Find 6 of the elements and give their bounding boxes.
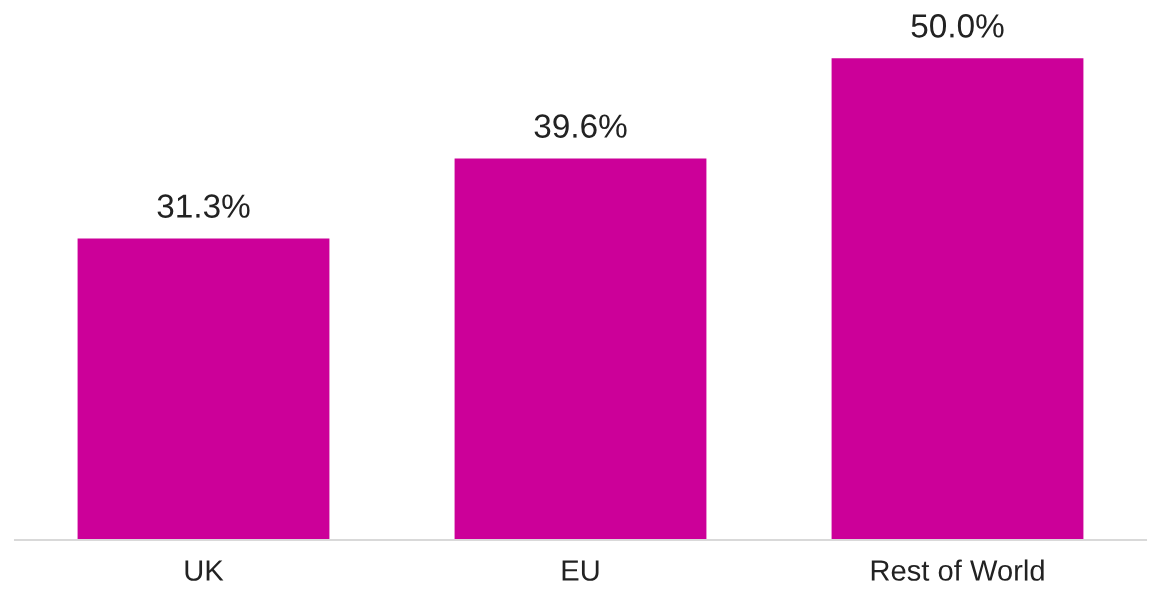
x-tick-label: Rest of World bbox=[871, 559, 1044, 581]
x-tick-label: UK bbox=[185, 560, 224, 581]
data-label: 31.3% bbox=[157, 194, 250, 218]
data-label: 39.6% bbox=[534, 114, 627, 138]
data-label: 50.0% bbox=[911, 14, 1004, 38]
x-tick-label: EU bbox=[562, 560, 599, 581]
